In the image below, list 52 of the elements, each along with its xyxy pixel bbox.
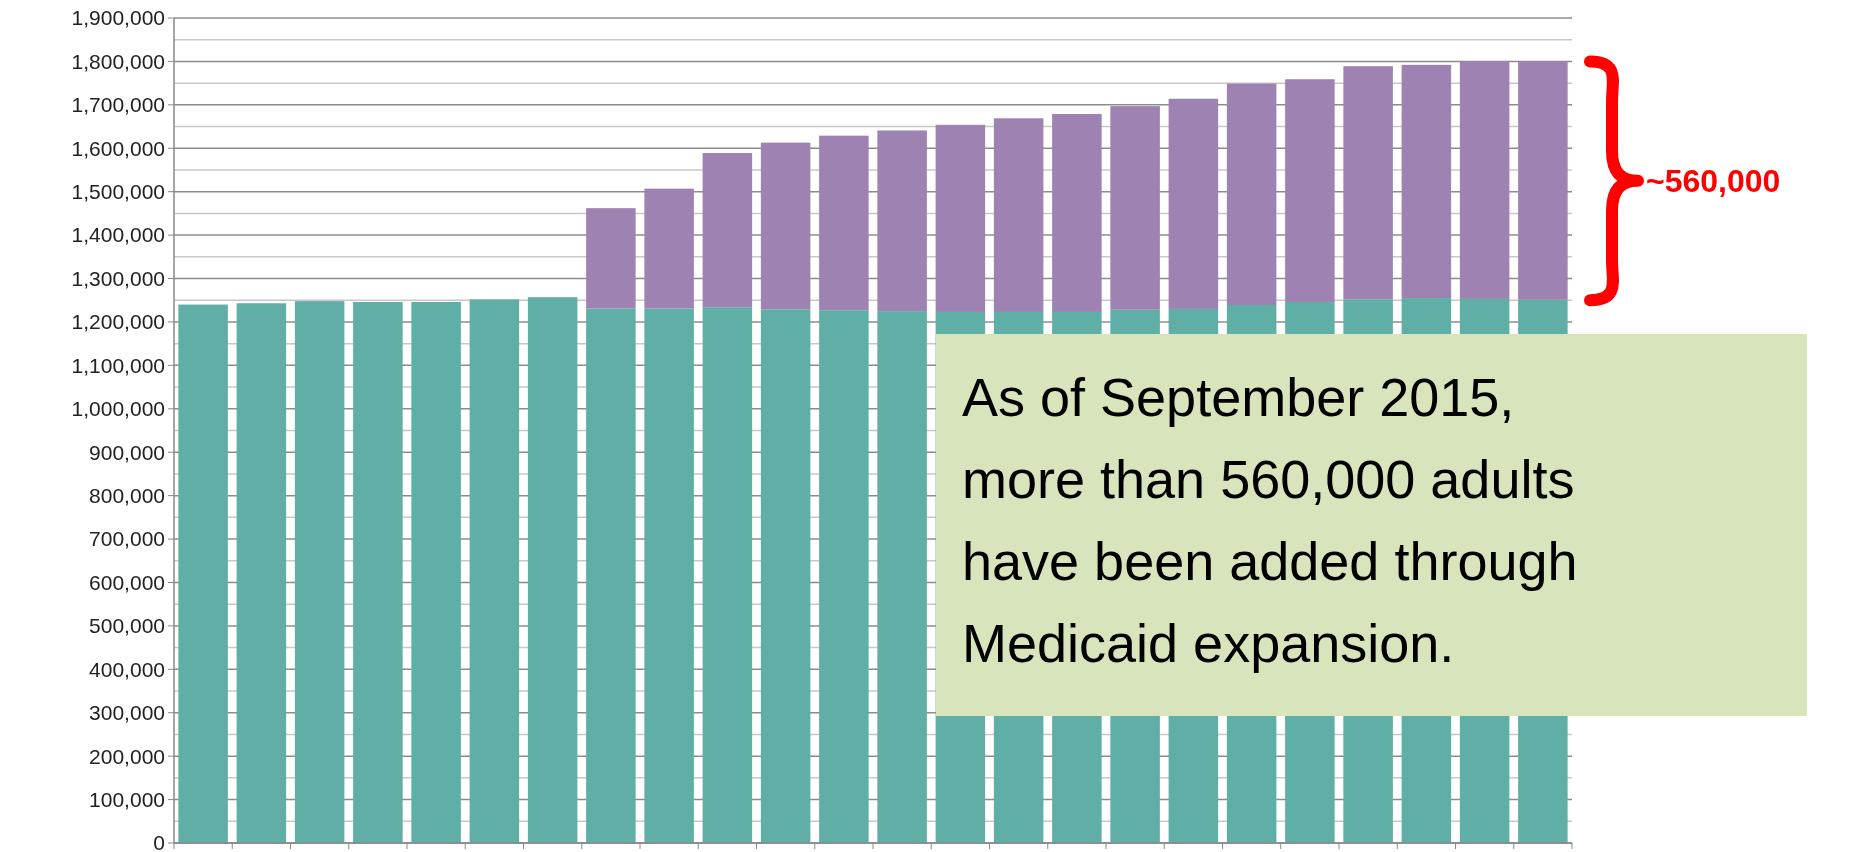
y-tick-label: 500,000 — [89, 614, 165, 638]
bar — [1518, 61, 1568, 300]
y-tick-label: 400,000 — [89, 657, 165, 681]
bar — [1459, 61, 1510, 299]
bar — [819, 135, 869, 311]
y-tick-label: 700,000 — [89, 527, 165, 551]
y-tick-label: 1,800,000 — [71, 49, 165, 73]
y-tick-label: 0 — [153, 831, 165, 852]
bar — [236, 303, 287, 843]
bar — [1285, 79, 1335, 302]
text: ~560,000 — [1646, 163, 1781, 200]
bar — [469, 299, 520, 843]
y-tick-label: 1,500,000 — [71, 180, 165, 204]
bar — [294, 301, 345, 843]
y-tick-label: 1,700,000 — [71, 93, 165, 117]
bar — [993, 118, 1044, 312]
bar — [644, 308, 694, 843]
bar — [527, 297, 578, 843]
y-tick-label: 300,000 — [89, 701, 165, 725]
bar — [178, 304, 228, 843]
bar — [935, 124, 986, 312]
y-tick-label: 600,000 — [89, 570, 165, 594]
bar — [760, 142, 811, 310]
bar — [644, 188, 694, 309]
bar — [702, 307, 753, 843]
bar — [1226, 83, 1277, 306]
bar — [586, 208, 636, 309]
bar — [702, 153, 753, 308]
y-tick-label: 1,000,000 — [71, 397, 165, 421]
y-tick-label: 1,900,000 — [71, 6, 165, 30]
bar — [819, 310, 869, 843]
bar — [411, 301, 461, 843]
bar — [1343, 66, 1393, 300]
y-tick-label: 200,000 — [89, 744, 165, 768]
y-tick-label: 900,000 — [89, 440, 165, 464]
y-tick-label: 100,000 — [89, 787, 165, 811]
bar — [1168, 98, 1219, 309]
bar — [760, 309, 811, 843]
bar — [1401, 64, 1452, 299]
bar — [1110, 106, 1160, 310]
bar — [586, 308, 636, 843]
y-tick-label: 1,300,000 — [71, 266, 165, 290]
bar — [877, 130, 927, 312]
y-tick-label: 1,200,000 — [71, 310, 165, 334]
y-tick-label: 1,100,000 — [71, 353, 165, 377]
y-tick-label: 1,400,000 — [71, 223, 165, 247]
bar — [877, 311, 927, 843]
y-tick-label: 800,000 — [89, 483, 165, 507]
annotation: As of September 2015, more than 560,000 adults have been added through Medicaid expansion. — [962, 367, 1578, 673]
bar — [353, 301, 403, 843]
y-tick-label: 1,600,000 — [71, 136, 165, 160]
bar — [1052, 113, 1102, 312]
